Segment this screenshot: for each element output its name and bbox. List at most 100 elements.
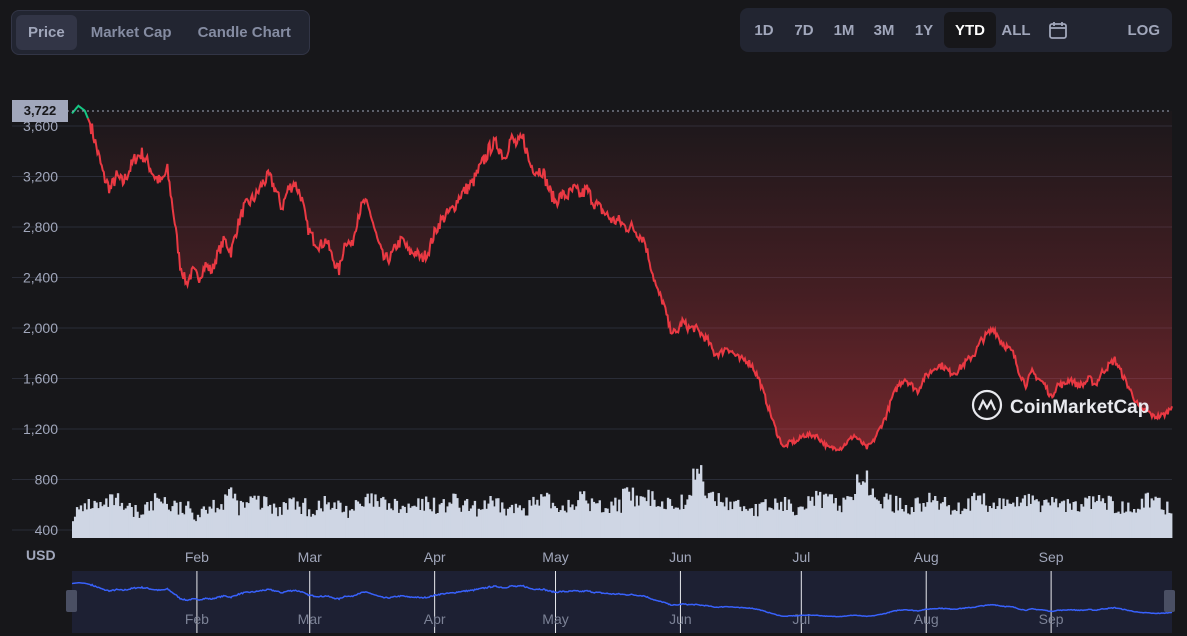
range-1y-button[interactable]: 1Y: [914, 21, 934, 39]
calendar-button[interactable]: [1036, 12, 1080, 48]
x-tick-label: Apr: [424, 549, 446, 565]
volume-bar: [746, 510, 750, 538]
navigator-left-handle[interactable]: [66, 590, 77, 612]
navigator-right-handle[interactable]: [1164, 590, 1175, 612]
volume-bar: [717, 493, 720, 538]
volume-bar: [128, 503, 131, 538]
volume-bar: [1002, 498, 1005, 538]
volume-bar: [555, 508, 559, 538]
range-1m-button[interactable]: 1M: [833, 21, 855, 39]
volume-bar: [534, 504, 537, 538]
range-ytd-button[interactable]: YTD: [944, 12, 996, 48]
volume-bar: [856, 474, 859, 538]
volume-bar: [967, 498, 970, 538]
volume-bar: [547, 494, 551, 538]
volume-bar: [623, 488, 627, 538]
tab-candle-chart[interactable]: Candle Chart: [197, 24, 291, 41]
volume-bar: [487, 503, 490, 538]
volume-bar: [464, 500, 467, 538]
volume-bar: [126, 505, 129, 538]
volume-bar: [467, 511, 471, 538]
volume-bar: [278, 507, 282, 538]
navigator[interactable]: Feb Mar Apr May Jun Jul Aug Sep: [66, 571, 1175, 633]
volume-bar: [150, 501, 153, 538]
volume-bar: [670, 505, 674, 538]
volume-bar: [157, 498, 161, 538]
volume-bar: [758, 503, 761, 538]
volume-bar: [1080, 504, 1083, 538]
volume-bar: [1121, 501, 1124, 538]
navigator-tick-label: Jun: [669, 611, 692, 627]
volume-bar: [582, 491, 586, 538]
volume-bar: [229, 487, 233, 538]
volume-bar: [666, 497, 670, 538]
volume-bar: [105, 498, 108, 538]
volume-bar: [132, 516, 135, 538]
volume-bar: [1053, 502, 1056, 538]
volume-bar: [949, 514, 953, 538]
current-price-marker: 3,722: [12, 100, 1172, 122]
volume-bar: [705, 498, 709, 538]
volume-bar: [1025, 506, 1029, 538]
volume-bar: [727, 510, 730, 538]
volume-bar: [645, 501, 648, 538]
volume-bar: [1131, 512, 1134, 538]
volume-bar: [294, 509, 297, 538]
volume-bar: [1142, 507, 1146, 538]
volume-bar: [733, 501, 736, 538]
volume-bar: [190, 512, 194, 538]
volume-bar: [719, 501, 722, 538]
volume-bar: [148, 510, 151, 538]
volume-bar: [181, 512, 184, 538]
y-tick-label: 2,800: [23, 219, 58, 235]
range-7d-button[interactable]: 7D: [794, 21, 814, 39]
range-1d-button[interactable]: 1D: [754, 21, 774, 39]
volume-bar: [358, 503, 362, 538]
volume-bar: [245, 502, 248, 538]
volume-bar: [1156, 497, 1159, 538]
volume-bar: [971, 496, 974, 538]
volume-bar: [590, 498, 594, 538]
volume-bar: [844, 499, 847, 538]
volume-bar: [842, 497, 845, 538]
volume-bar: [756, 516, 759, 538]
volume-bar: [766, 510, 769, 538]
volume-bar: [778, 509, 781, 538]
volume-bar: [920, 511, 923, 538]
volume-bar: [200, 508, 204, 538]
volume-bar: [347, 517, 350, 538]
volume-bar: [497, 498, 500, 538]
volume-bar: [984, 505, 988, 538]
volume-bar: [945, 506, 949, 538]
volume-bar: [1123, 512, 1126, 538]
volume-bar: [335, 509, 338, 538]
volume-bar: [270, 513, 274, 538]
volume-bar: [1058, 503, 1062, 538]
volume-bar: [822, 494, 826, 538]
volume-bar: [627, 491, 631, 538]
volume-bar: [73, 516, 77, 538]
volume-bar: [918, 503, 921, 538]
volume-bar: [452, 493, 455, 538]
price-line: [71, 104, 1173, 452]
tab-price[interactable]: Price: [16, 15, 77, 50]
volume-bar: [79, 505, 83, 538]
volume-bar: [432, 497, 436, 538]
log-scale-button[interactable]: LOG: [1127, 21, 1161, 39]
volume-bar: [912, 512, 915, 538]
range-all-button[interactable]: ALL: [1001, 21, 1031, 39]
volume-bar: [1154, 496, 1157, 538]
volume-bar: [276, 516, 280, 538]
tab-market-cap[interactable]: Market Cap: [90, 24, 172, 41]
volume-bar: [364, 497, 367, 538]
volume-bar: [512, 513, 516, 538]
volume-bar: [655, 506, 658, 538]
range-3m-button[interactable]: 3M: [873, 21, 895, 39]
volume-bar: [309, 516, 313, 538]
volume-bar: [1010, 504, 1013, 538]
volume-bar: [407, 503, 410, 538]
volume-bar: [1012, 502, 1015, 538]
volume-bar: [817, 495, 820, 538]
volume-bar: [1014, 506, 1017, 538]
volume-bar: [826, 496, 830, 538]
